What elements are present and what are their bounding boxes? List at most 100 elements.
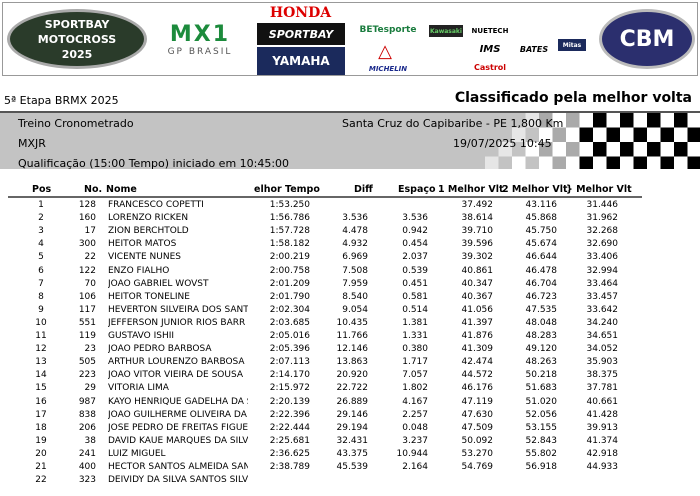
cell-best: 2:02.304: [269, 304, 310, 315]
cell-diff: 29.194: [336, 422, 369, 433]
col-lap1: 1 Melhor Vlt: [438, 184, 504, 195]
cell-gap: 0.581: [402, 291, 428, 302]
flag-square: [512, 113, 526, 128]
table-row: 16 987 KAYO HENRIQUE GADELHA DA S 2:20.139 2…: [0, 397, 700, 410]
cell-l3: 44.933: [586, 462, 619, 472]
cell-l2: 51.020: [525, 396, 558, 407]
cell-no: 106: [78, 291, 96, 302]
cell-no: 38: [84, 435, 96, 446]
flag-square: [485, 127, 499, 142]
table-row: 2 160 LORENZO RICKEN 1:56.786 3.536 3.536 38.6…: [0, 213, 700, 226]
cell-gap: 1.381: [402, 317, 428, 328]
cell-name: LORENZO RICKEN: [108, 213, 189, 224]
cell-l1: 50.092: [461, 435, 494, 446]
flag-square: [633, 142, 647, 157]
cell-diff: 11.766: [336, 331, 369, 341]
flag-square: [647, 127, 661, 142]
betesporte-logo: BETesporte: [359, 25, 417, 35]
cell-no: 22: [84, 252, 96, 263]
cell-gap: 3.536: [402, 213, 428, 224]
motocross-logo: SPORTBAY MOTOCROSS 2025: [7, 9, 147, 69]
table-row: 14 223 JOÃO VITOR VIEIRA DE SOUSA 2:14.170 2…: [0, 370, 700, 383]
cell-no: 505: [78, 357, 96, 368]
cell-l2: 45.674: [525, 239, 558, 250]
cell-gap: 4.167: [402, 396, 428, 407]
cell-diff: 9.054: [342, 304, 368, 315]
cell-l3: 37.781: [586, 383, 619, 394]
cell-no: 17: [84, 226, 96, 237]
flag-square: [579, 156, 593, 169]
cell-l1: 39.596: [461, 239, 494, 250]
cell-gap: 0.451: [402, 278, 428, 289]
flag-square: [647, 142, 661, 157]
cell-pos: 4: [38, 239, 44, 250]
flag-square: [525, 127, 539, 142]
header-divider: [8, 196, 642, 198]
flag-square: [620, 127, 634, 142]
cell-l1: 40.861: [461, 265, 494, 276]
cell-pos: 19: [35, 435, 47, 446]
mx1-logo-text: MX1: [169, 21, 231, 47]
cell-pos: 16: [35, 396, 47, 407]
nuetech-logo: NUETECH: [471, 27, 509, 35]
flag-square: [687, 156, 700, 169]
table-row: 1 128 FRANCESCO COPETTI 1:53.250 37.492 43.11…: [0, 200, 700, 213]
cell-gap: 2.037: [402, 252, 428, 263]
category: MXJR: [18, 137, 46, 150]
cell-best: 1:53.250: [269, 200, 310, 210]
cell-l1: 41.397: [461, 317, 494, 328]
cell-gap: 2.257: [402, 409, 428, 420]
cell-gap: 3.237: [402, 435, 428, 446]
cell-best: 2:22.444: [269, 422, 310, 433]
table-row: 21 400 HECTOR SANTOS ALMEIDA SAN 2:38.789 45…: [0, 462, 700, 475]
cell-l3: 33.464: [586, 278, 619, 289]
mx1-logo: MX1 GP BRASIL: [153, 17, 247, 61]
cell-name: JOÃO PEDRO BARBOSA: [108, 344, 212, 355]
cell-l3: 32.994: [586, 265, 619, 276]
motocross-logo-text: SPORTBAY MOTOCROSS 2025: [37, 17, 117, 61]
flag-square: [498, 142, 512, 157]
cell-best: 1:58.182: [269, 239, 310, 250]
cell-gap: 0.514: [402, 304, 428, 315]
cell-pos: 10: [35, 317, 47, 328]
session-datetime: 19/07/2025 10:45: [453, 137, 552, 150]
flag-square: [485, 156, 499, 169]
flag-square: [566, 127, 580, 142]
flag-square: [687, 127, 700, 142]
cell-l2: 46.704: [525, 278, 558, 289]
cell-l2: 45.750: [525, 226, 558, 237]
cell-pos: 14: [35, 370, 47, 381]
event-title: 5ª Etapa BRMX 2025: [4, 94, 119, 107]
flag-square: [552, 127, 566, 142]
cell-no: 838: [78, 409, 96, 420]
cell-name: VICENTE NUNES: [108, 252, 182, 263]
cell-pos: 8: [38, 291, 44, 302]
cell-no: 122: [78, 265, 96, 276]
qualification-info: Qualificação (15:00 Tempo) iniciado em 1…: [18, 157, 290, 169]
cell-name: LUIZ MIGUEL: [108, 448, 166, 459]
cell-name: GUSTAVO ISHII: [108, 331, 175, 341]
cell-l3: 33.642: [586, 304, 619, 315]
cell-pos: 22: [35, 475, 47, 486]
cell-no: 119: [78, 331, 96, 341]
cell-l3: 31.446: [586, 200, 619, 210]
flag-square: [579, 113, 593, 128]
cell-diff: 20.920: [336, 370, 369, 381]
cell-l3: 38.375: [586, 370, 619, 381]
table-row: 17 838 JOÃO GUILHERME OLIVEIRA DA 2:22.396 2…: [0, 410, 700, 423]
cell-no: 241: [78, 448, 96, 459]
cell-l2: 52.056: [525, 409, 558, 420]
cell-l3: 35.903: [586, 357, 619, 368]
cell-best: 2:07.113: [269, 357, 310, 368]
cell-diff: 10.435: [336, 317, 369, 328]
cell-l3: 41.428: [586, 409, 619, 420]
cell-l3: 32.268: [586, 226, 619, 237]
cell-name: VITÓRIA LIMA: [108, 383, 169, 394]
flag-square: [498, 127, 512, 142]
cell-l2: 46.478: [525, 265, 558, 276]
cell-l2: 46.644: [525, 252, 558, 263]
table-row: 9 117 HEVERTON SILVEIRA DOS SANT 2:02.304 9.…: [0, 305, 700, 318]
flag-square: [674, 156, 688, 169]
cell-diff: 13.863: [336, 357, 369, 368]
cell-l3: 31.962: [586, 213, 619, 224]
